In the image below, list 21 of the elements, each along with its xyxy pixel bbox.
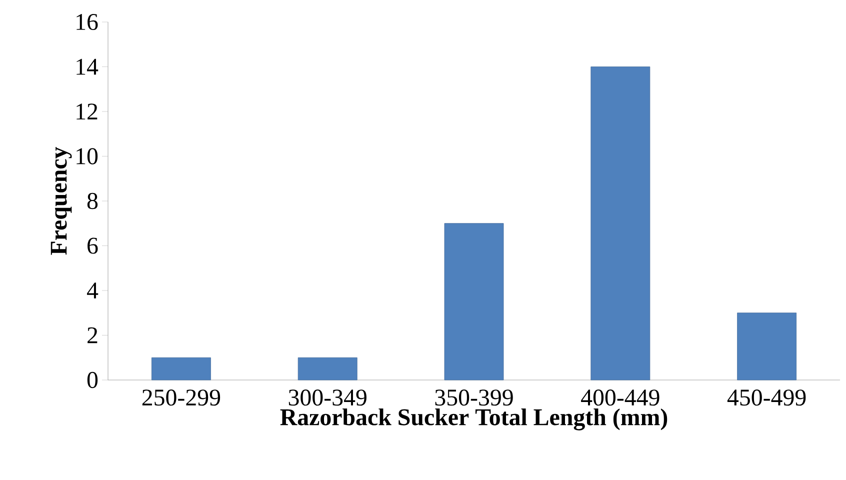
y-tick-label: 8 [87,192,98,210]
y-axis-title: Frequency [50,146,72,255]
y-tick-label: 6 [88,238,98,254]
x-tick-label: 350-399 [435,390,513,406]
y-tick-label: 14 [76,58,98,75]
x-tick-label: 450-499 [727,390,806,406]
y-tick-label: 4 [86,282,98,298]
bar [737,312,797,380]
y-tick-label: 16 [76,14,98,30]
x-tick-label: 250-299 [142,390,220,406]
bar [590,66,650,380]
y-tick-label: 10 [76,148,98,164]
bar [152,357,211,380]
bar [444,223,504,380]
bar [298,357,358,380]
y-tick-label: 2 [88,327,98,344]
x-axis-title: Razorback Sucker Total Length (mm) [280,408,668,430]
x-tick-label: 300-349 [288,390,366,406]
x-tick-label: 400-449 [581,390,660,406]
y-tick-label: 0 [87,372,98,388]
y-tick-label: 12 [76,104,98,120]
